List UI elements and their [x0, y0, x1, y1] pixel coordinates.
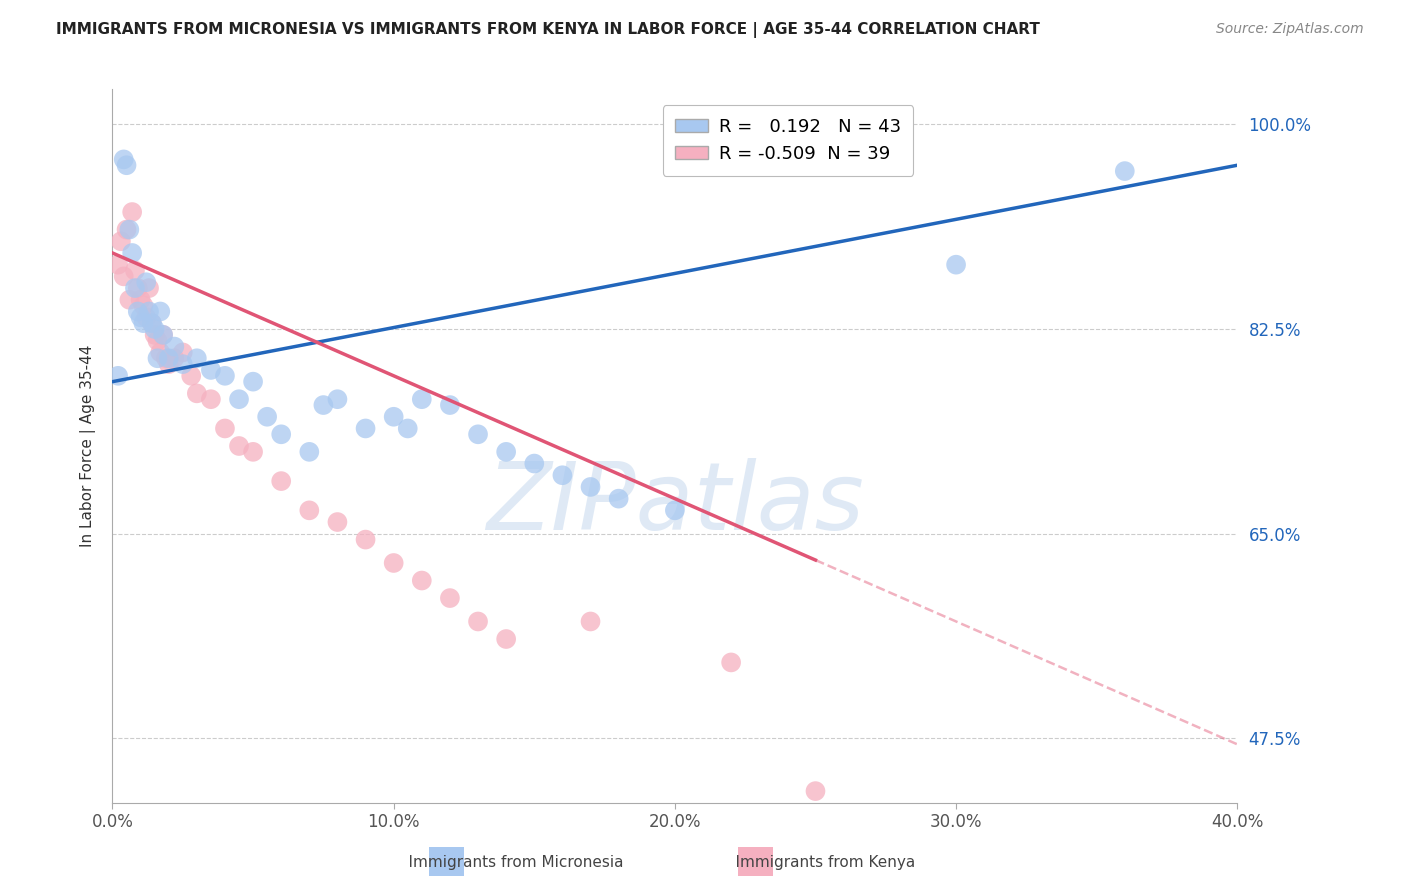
- Point: [242, 375, 264, 389]
- Point: [495, 445, 517, 459]
- Point: [326, 515, 349, 529]
- Point: [607, 491, 630, 506]
- Text: Source: ZipAtlas.com: Source: ZipAtlas.com: [1216, 22, 1364, 37]
- Point: [115, 222, 138, 236]
- Text: IMMIGRANTS FROM MICRONESIA VS IMMIGRANTS FROM KENYA IN LABOR FORCE | AGE 35-44 C: IMMIGRANTS FROM MICRONESIA VS IMMIGRANTS…: [56, 22, 1040, 38]
- Point: [121, 205, 143, 219]
- Point: [214, 421, 236, 435]
- Point: [118, 293, 141, 307]
- Point: [135, 275, 157, 289]
- Point: [354, 533, 377, 547]
- Point: [129, 310, 152, 325]
- Point: [439, 398, 461, 412]
- Point: [172, 345, 194, 359]
- Point: [112, 153, 135, 167]
- Point: [163, 351, 186, 366]
- Point: [110, 234, 132, 248]
- Point: [200, 363, 222, 377]
- Point: [138, 304, 160, 318]
- Point: [467, 427, 489, 442]
- Point: [382, 409, 405, 424]
- Point: [467, 615, 489, 629]
- Point: [551, 468, 574, 483]
- Point: [214, 368, 236, 383]
- Point: [579, 480, 602, 494]
- Point: [172, 357, 194, 371]
- Legend: R =   0.192   N = 43, R = -0.509  N = 39: R = 0.192 N = 43, R = -0.509 N = 39: [662, 105, 914, 176]
- Y-axis label: In Labor Force | Age 35-44: In Labor Force | Age 35-44: [80, 345, 96, 547]
- Point: [132, 316, 155, 330]
- Text: ZIPatlas: ZIPatlas: [486, 458, 863, 549]
- Point: [124, 263, 146, 277]
- Point: [149, 304, 172, 318]
- Point: [298, 445, 321, 459]
- Point: [186, 351, 208, 366]
- Point: [411, 392, 433, 407]
- Point: [143, 327, 166, 342]
- Point: [354, 421, 377, 435]
- Point: [180, 368, 202, 383]
- Point: [186, 386, 208, 401]
- Point: [152, 327, 174, 342]
- Point: [382, 556, 405, 570]
- Point: [115, 158, 138, 172]
- Point: [720, 656, 742, 670]
- Point: [1114, 164, 1136, 178]
- Point: [579, 615, 602, 629]
- Point: [141, 316, 163, 330]
- Point: [326, 392, 349, 407]
- Point: [945, 258, 967, 272]
- Point: [138, 281, 160, 295]
- Point: [146, 351, 169, 366]
- Point: [157, 351, 180, 366]
- Point: [200, 392, 222, 407]
- Point: [143, 322, 166, 336]
- Point: [242, 445, 264, 459]
- Point: [439, 591, 461, 605]
- Point: [411, 574, 433, 588]
- Point: [495, 632, 517, 646]
- Point: [163, 340, 186, 354]
- Point: [132, 299, 155, 313]
- Point: [270, 474, 292, 488]
- Point: [396, 421, 419, 435]
- Point: [129, 293, 152, 307]
- Point: [298, 503, 321, 517]
- Point: [124, 281, 146, 295]
- Point: [155, 351, 177, 366]
- Point: [256, 409, 278, 424]
- Point: [127, 304, 149, 318]
- Point: [804, 784, 827, 798]
- Point: [135, 310, 157, 325]
- Point: [664, 503, 686, 517]
- Point: [141, 316, 163, 330]
- Point: [149, 345, 172, 359]
- Point: [523, 457, 546, 471]
- Point: [157, 357, 180, 371]
- Text: Immigrants from Micronesia: Immigrants from Micronesia: [389, 855, 623, 870]
- Point: [127, 281, 149, 295]
- Text: Immigrants from Kenya: Immigrants from Kenya: [716, 855, 915, 870]
- Point: [112, 269, 135, 284]
- Point: [146, 334, 169, 348]
- Point: [152, 327, 174, 342]
- Point: [228, 392, 250, 407]
- Point: [312, 398, 335, 412]
- Point: [270, 427, 292, 442]
- Point: [118, 222, 141, 236]
- Point: [228, 439, 250, 453]
- Point: [107, 258, 129, 272]
- Point: [121, 246, 143, 260]
- Point: [107, 368, 129, 383]
